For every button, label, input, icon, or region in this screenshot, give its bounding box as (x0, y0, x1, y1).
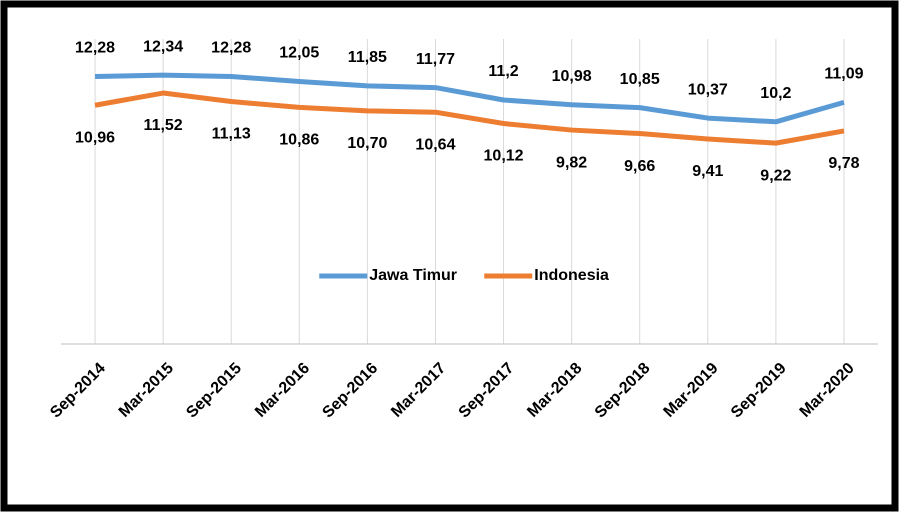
data-label: 10,2 (760, 85, 791, 102)
data-label: 11,85 (348, 49, 387, 66)
data-label: 10,86 (279, 132, 319, 149)
data-label: 11,2 (488, 63, 518, 80)
data-label: 10,37 (688, 81, 728, 98)
data-label: 9,82 (556, 154, 587, 171)
data-label: 11,09 (824, 66, 863, 83)
data-label: 10,64 (415, 136, 455, 153)
data-label: 10,98 (552, 68, 592, 85)
data-label: 9,66 (624, 158, 655, 175)
data-label: 11,13 (212, 126, 251, 143)
data-label: 12,28 (75, 40, 115, 57)
data-label: 11,77 (416, 51, 455, 68)
legend-label: Indonesia (534, 267, 609, 284)
data-label: 11,52 (144, 117, 183, 134)
series-line (94, 72, 845, 125)
data-label: 12,28 (211, 40, 251, 57)
data-label: 9,22 (760, 167, 791, 184)
legend-label: Jawa Timur (369, 267, 457, 284)
data-label: 10,70 (347, 135, 387, 152)
data-label: 10,85 (620, 71, 660, 88)
data-label: 12,05 (279, 45, 319, 62)
data-label: 9,78 (828, 155, 859, 172)
data-label: 10,12 (484, 148, 524, 165)
data-label: 9,41 (692, 163, 723, 180)
data-label: 10,96 (75, 129, 115, 146)
data-label: 12,34 (143, 38, 183, 55)
series-line (94, 90, 845, 146)
